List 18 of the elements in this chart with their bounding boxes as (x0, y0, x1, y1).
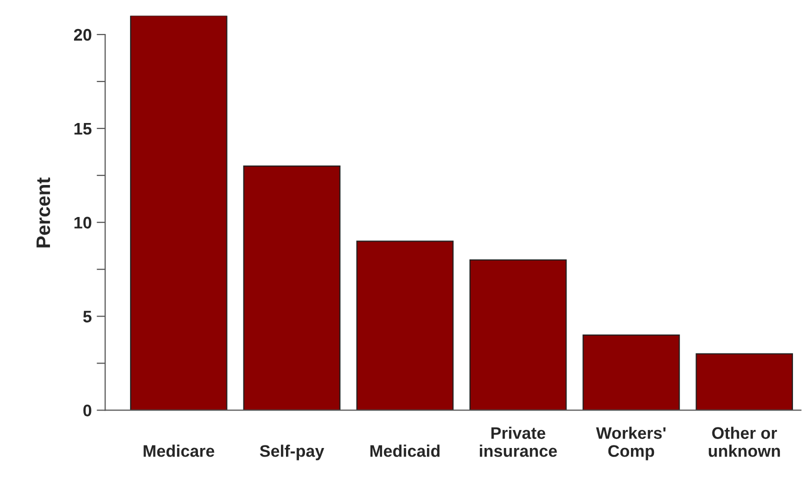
x-tick-label: Self-pay (260, 444, 324, 460)
bar (582, 334, 680, 410)
bar (130, 16, 228, 410)
bar (469, 259, 567, 410)
x-tick-label: Other or unknown (708, 426, 780, 457)
x-tick-label: Medicare (144, 444, 214, 457)
x-tick-label: Private insurance (480, 426, 557, 457)
bar (696, 353, 793, 410)
bar (356, 240, 454, 410)
x-tick-label: Workers' Comp (596, 426, 666, 460)
y-axis-title: Percent (36, 178, 50, 248)
y-tick-label: 0 (83, 404, 92, 416)
y-tick-label: 10 (74, 216, 92, 229)
bar (243, 165, 340, 410)
y-tick-label: 5 (83, 310, 92, 322)
x-tick-label: Medicaid (370, 444, 440, 457)
y-tick-label: 15 (74, 123, 92, 135)
y-tick-label: 20 (74, 28, 92, 41)
